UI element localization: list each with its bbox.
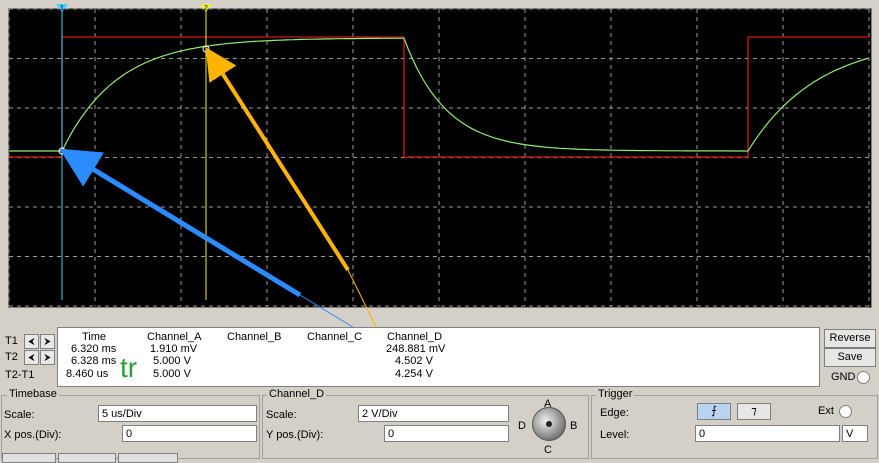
timebase-scale-label: Scale: (4, 409, 35, 421)
selector-d-label: D (518, 420, 526, 432)
rise-time-annotation: tr (120, 352, 138, 383)
t1-label: T1 (5, 335, 18, 347)
trigger-title: Trigger (596, 388, 635, 400)
dt-time: 8.460 us (66, 368, 109, 380)
dt-channel-d: 4.254 V (395, 368, 433, 380)
knob-pointer (546, 421, 552, 427)
channel-scale-field[interactable]: 2 V/Div (358, 405, 509, 422)
falling-edge-icon[interactable]: ⁊ (737, 403, 771, 420)
t2-left-arrow-button[interactable]: ⮜ (24, 350, 39, 365)
timebase-scale-field[interactable]: 5 us/Div (98, 405, 257, 422)
t1-channel-a: 1.910 mV (150, 343, 198, 355)
t1-left-arrow-button[interactable]: ⮜ (24, 334, 39, 349)
channel-title: Channel_D (267, 388, 327, 400)
bottom-tab-3[interactable] (118, 453, 178, 463)
selector-c-label: C (544, 444, 552, 456)
header-channel-b: Channel_B (227, 331, 282, 343)
timebase-title: Timebase (7, 388, 59, 400)
header-channel-a: Channel_A (147, 331, 202, 343)
bottom-tab-1[interactable] (2, 453, 56, 463)
level-field[interactable]: 0 (695, 425, 840, 442)
level-label: Level: (600, 429, 630, 441)
bottom-tab-2[interactable] (58, 453, 116, 463)
edge-label: Edge: (600, 407, 629, 419)
scope-screen (8, 8, 872, 308)
header-channel-c: Channel_C (307, 331, 363, 343)
rising-edge-icon[interactable]: ⨍ (697, 403, 731, 420)
ext-label: Ext (818, 405, 834, 417)
xpos-field[interactable]: 0 (122, 425, 257, 442)
t1-right-arrow-button[interactable]: ⮞ (40, 334, 55, 349)
gnd-label: GND (831, 371, 856, 383)
save-button[interactable]: Save (824, 348, 876, 367)
header-channel-d: Channel_D (387, 331, 443, 343)
xpos-label: X pos.(Div): (4, 429, 62, 441)
t2-t1-label: T2-T1 (5, 369, 35, 381)
header-time: Time (82, 331, 107, 343)
ypos-label: Y pos.(Div): (266, 429, 324, 441)
selector-a-label: A (544, 398, 552, 410)
gnd-terminal[interactable] (857, 371, 870, 384)
oscilloscope-display-panel (8, 8, 872, 308)
measurement-table: Time Channel_A Channel_B Channel_C Chann… (57, 327, 820, 387)
reverse-button[interactable]: Reverse (824, 329, 876, 348)
t1-channel-d: 248.881 mV (386, 343, 446, 355)
t2-row: T2 ⮜ ⮞ (2, 350, 57, 366)
t2-channel-d: 4.502 V (395, 355, 433, 367)
selector-b-label: B (570, 420, 578, 432)
channel-scale-label: Scale: (266, 409, 297, 421)
t2-label: T2 (5, 351, 18, 363)
t2-time: 6.328 ms (71, 355, 117, 367)
channel-selector-knob[interactable] (532, 407, 566, 441)
level-unit-field[interactable]: V (842, 425, 868, 442)
t1-row: T1 ⮜ ⮞ (2, 334, 57, 350)
t1-time: 6.320 ms (71, 343, 117, 355)
t2-right-arrow-button[interactable]: ⮞ (40, 350, 55, 365)
t2-channel-a: 5.000 V (153, 355, 191, 367)
dt-channel-a: 5.000 V (153, 368, 191, 380)
ext-radio[interactable] (839, 405, 852, 418)
ypos-field[interactable]: 0 (384, 425, 509, 442)
t2-t1-row: T2-T1 (2, 368, 57, 384)
